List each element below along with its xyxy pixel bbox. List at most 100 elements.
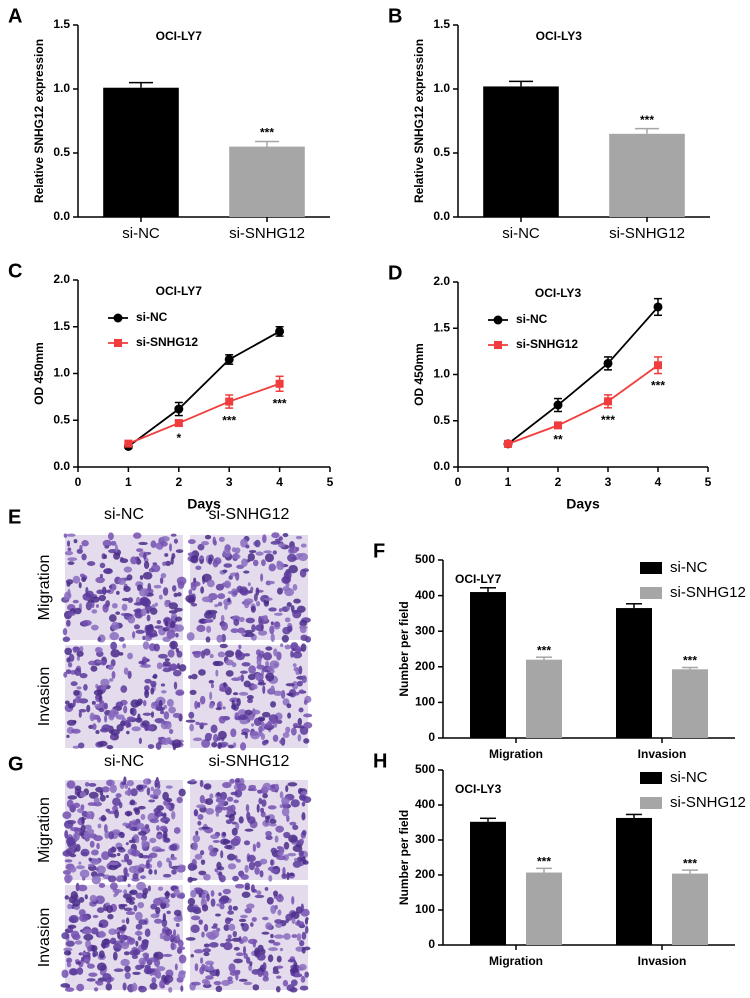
cell <box>203 923 209 932</box>
column-label: si-NC <box>104 506 144 523</box>
chart-title: OCI-LY3 <box>536 29 583 43</box>
cell <box>223 682 227 688</box>
cell <box>166 857 171 863</box>
cell <box>220 806 229 811</box>
y-tick-label: 1.5 <box>433 17 450 31</box>
cell <box>79 544 83 550</box>
cell <box>127 597 134 603</box>
cell <box>258 725 263 733</box>
cell <box>288 834 298 843</box>
cell <box>149 818 160 824</box>
cell <box>205 808 215 815</box>
cell <box>72 745 80 749</box>
cell <box>156 860 163 868</box>
y-tick-label: 0.5 <box>53 145 70 159</box>
cell <box>214 806 223 814</box>
cell <box>273 612 283 616</box>
cell <box>212 559 219 568</box>
cell <box>159 979 165 989</box>
cell <box>156 662 163 670</box>
cell <box>124 783 129 790</box>
cell <box>146 787 151 796</box>
cell <box>117 577 126 585</box>
cell <box>94 703 104 709</box>
cell <box>123 951 130 956</box>
cell <box>208 557 213 565</box>
cell <box>209 691 213 701</box>
legend-label: si-SNHG12 <box>516 337 578 351</box>
cell <box>120 833 125 839</box>
cell <box>120 685 128 693</box>
y-tick-label: 1.5 <box>433 320 450 334</box>
cell <box>97 823 102 829</box>
cell <box>118 934 128 941</box>
cell <box>264 597 273 601</box>
cell <box>218 799 226 804</box>
cell <box>289 967 299 974</box>
chart-title: OCI-LY3 <box>455 782 502 796</box>
cell <box>263 615 268 622</box>
cell <box>222 706 226 710</box>
cell <box>187 539 196 545</box>
cell <box>132 873 139 880</box>
cell <box>74 667 82 676</box>
cell <box>161 690 167 694</box>
cell <box>109 937 117 945</box>
cell <box>95 647 100 651</box>
cell <box>244 709 253 716</box>
cell <box>211 925 218 929</box>
cell <box>169 640 178 650</box>
cell <box>204 960 215 966</box>
cell <box>279 804 284 809</box>
micrograph-background <box>65 645 183 748</box>
cell <box>217 651 226 658</box>
cell <box>201 931 205 938</box>
cell <box>215 669 219 677</box>
cell <box>180 985 184 992</box>
cell <box>64 859 73 863</box>
cell <box>224 603 228 610</box>
cell <box>124 810 133 817</box>
cell <box>136 881 146 891</box>
cell <box>286 703 292 709</box>
cell <box>148 957 159 963</box>
cell <box>142 635 146 641</box>
y-tick-label: 1.5 <box>53 319 70 333</box>
cell <box>150 564 161 573</box>
cell <box>190 555 199 564</box>
cell <box>162 953 173 957</box>
cell <box>287 852 297 857</box>
legend-label: si-NC <box>670 559 708 576</box>
cell <box>270 933 274 939</box>
panel-letter: H <box>373 750 387 772</box>
y-tick-label: 2.0 <box>433 274 450 288</box>
cell <box>205 798 214 806</box>
cell <box>121 603 128 611</box>
cell <box>273 648 278 657</box>
cell <box>132 631 136 639</box>
cell <box>135 940 139 947</box>
cell <box>138 737 143 745</box>
cell <box>235 952 244 957</box>
cell <box>289 546 299 554</box>
cell <box>176 662 180 670</box>
cell <box>63 950 72 956</box>
cell <box>129 707 134 715</box>
cell <box>155 848 166 852</box>
y-tick-label: 0.0 <box>433 209 450 223</box>
cell <box>88 972 98 977</box>
cell <box>223 563 233 568</box>
cell <box>201 541 210 546</box>
cell <box>105 794 109 799</box>
cell <box>65 669 72 675</box>
cell <box>244 907 252 914</box>
x-tick-label: 0 <box>455 475 462 489</box>
cell <box>302 855 306 865</box>
cell <box>212 839 220 843</box>
cell <box>300 791 308 796</box>
cell <box>270 868 279 874</box>
cell <box>191 673 198 680</box>
cell <box>234 547 241 554</box>
cell <box>142 938 149 948</box>
cell <box>234 883 245 889</box>
